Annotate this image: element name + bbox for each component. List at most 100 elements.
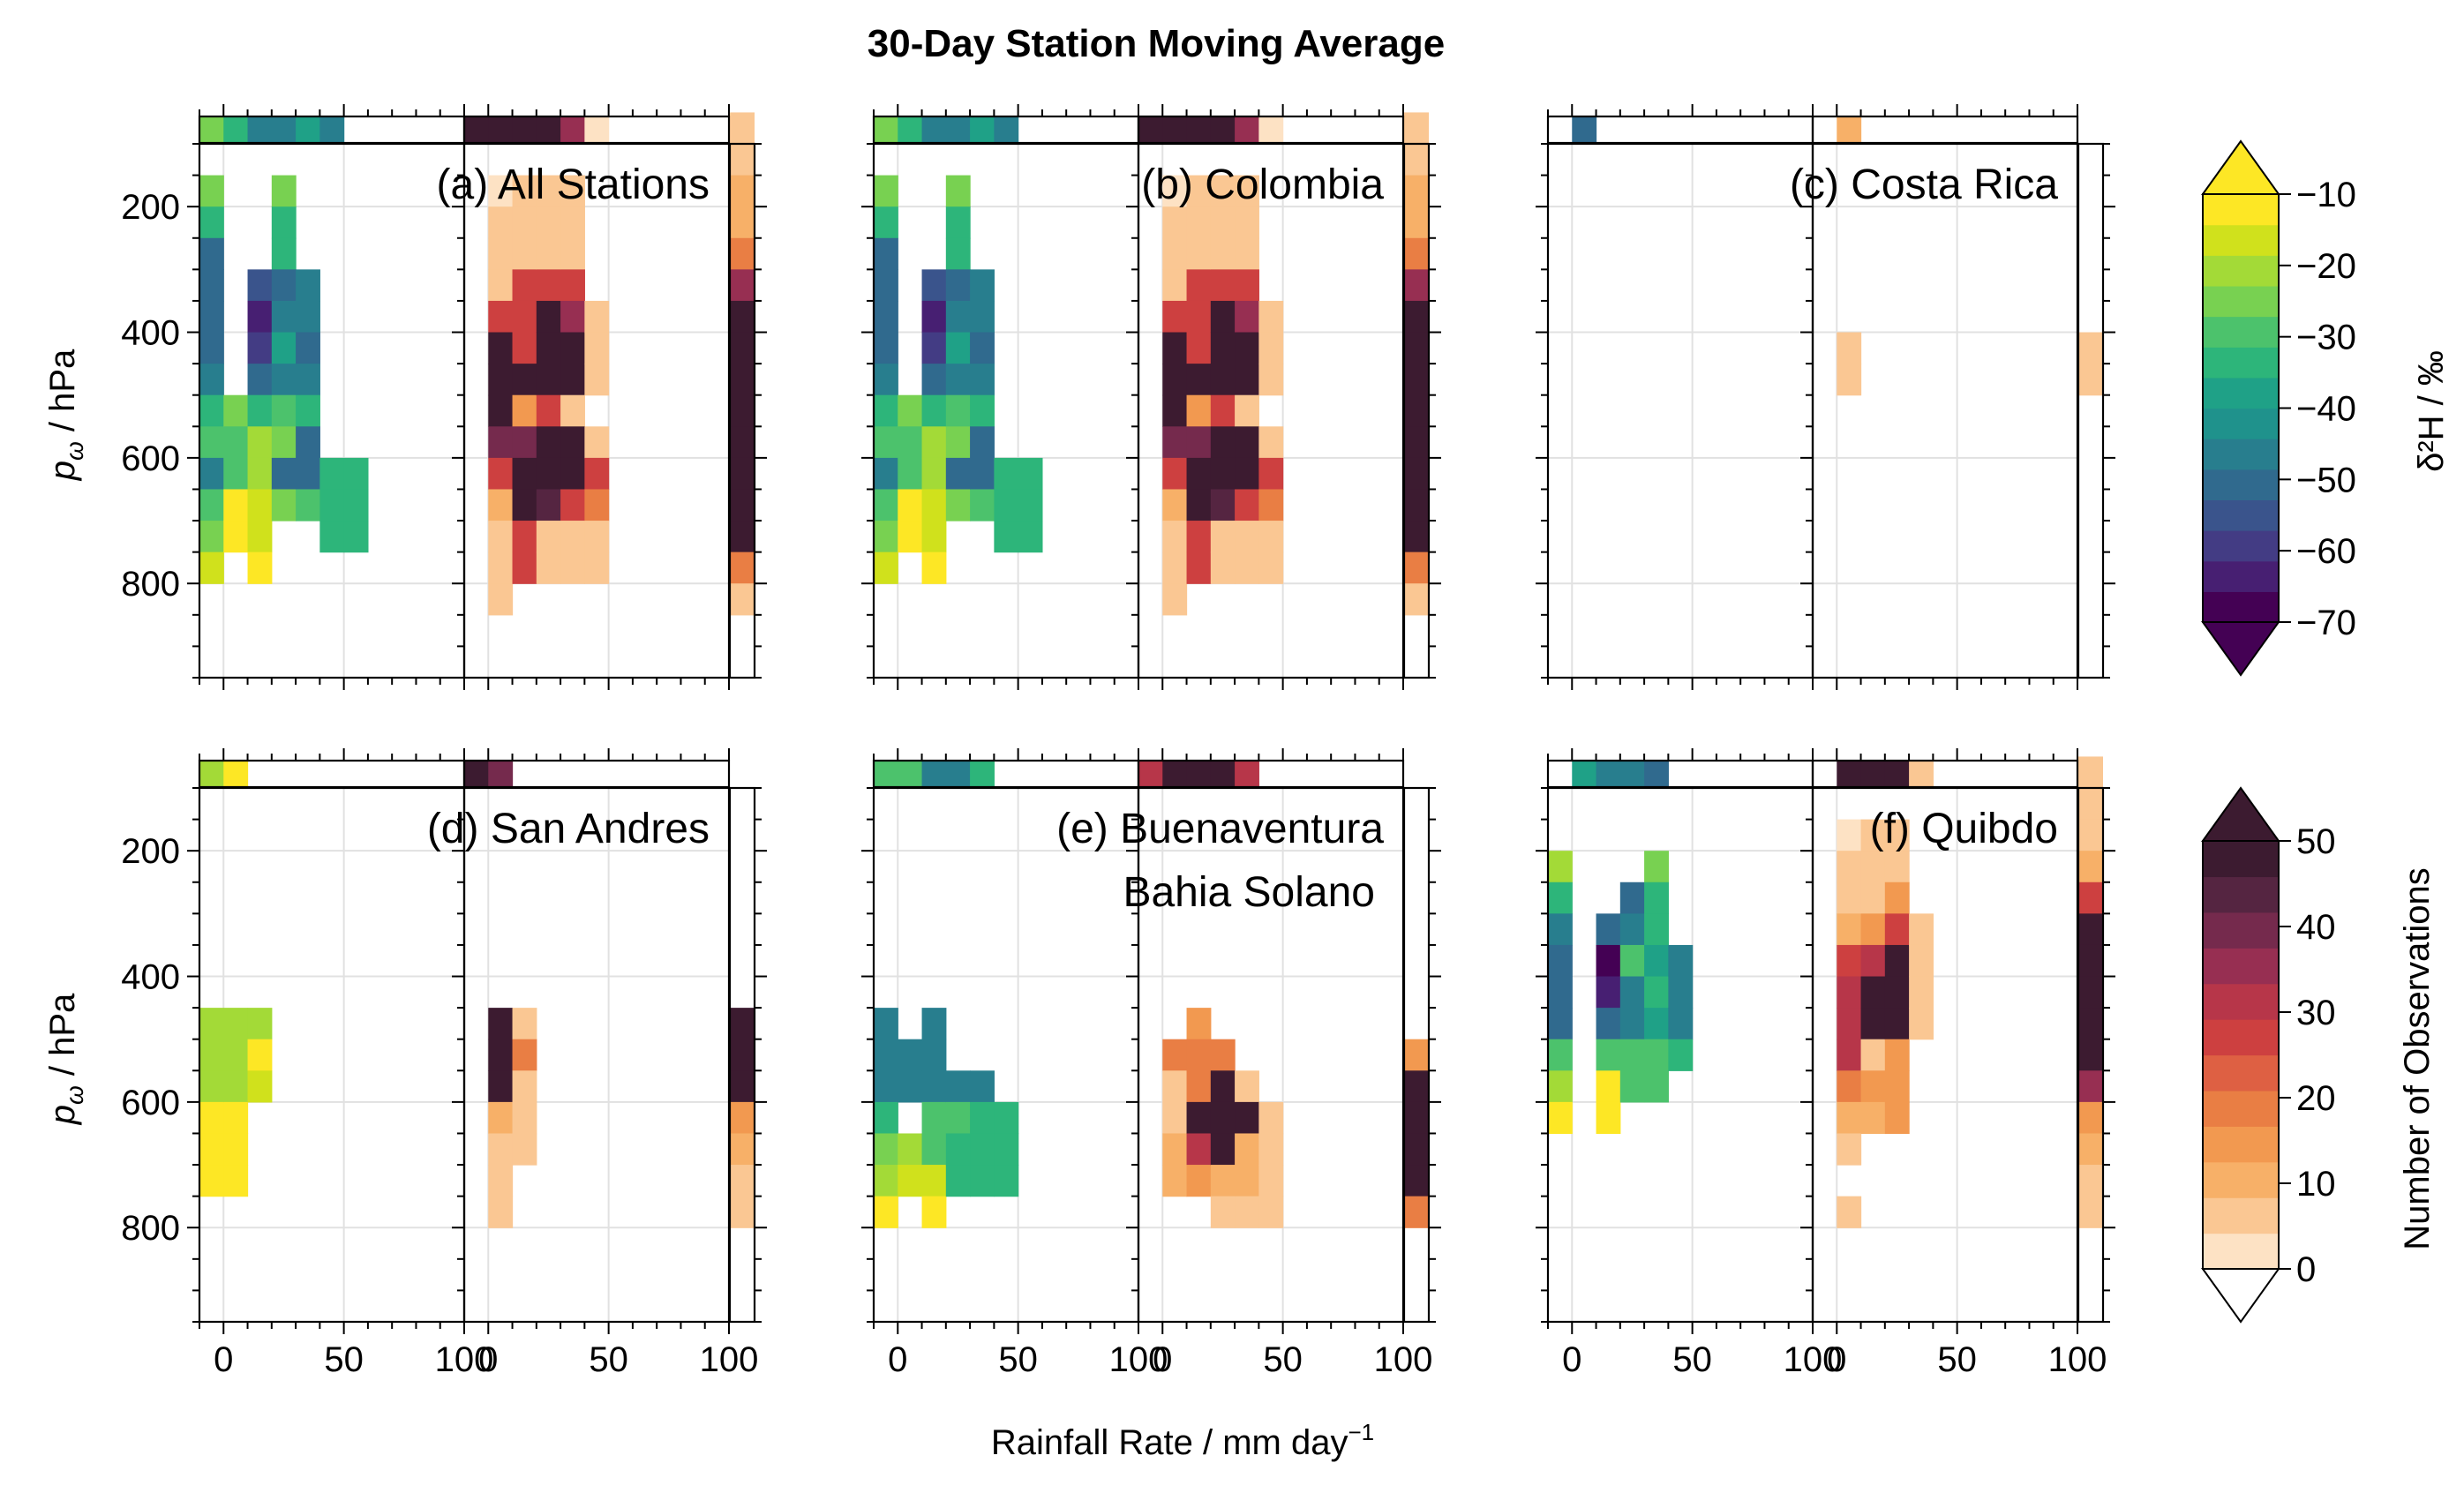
panel-f-pressure-marginal-cell [2078,976,2103,1009]
x-axis-label-main: Rainfall Rate / mm day [991,1423,1348,1462]
panel-d-count-cell [512,1133,537,1166]
panel-b-count-cell [1258,364,1284,396]
panel-d-pressure-marginal-cell [730,1039,755,1071]
panel-a-ytick-label: 600 [121,439,180,478]
panel-b-isotope-cell [994,521,1019,553]
panel-a-isotope-cell [199,394,224,427]
heatmap-cells [199,112,2103,1228]
panel-a-count-cell [560,457,585,491]
panel-b-isotope-cell [945,394,971,427]
panel-f-isotope-cell [1548,882,1573,914]
panel-a-isotope-cell [223,426,249,459]
colorbar-count-tick-label: 10 [2296,1165,2336,1204]
panel-b-isotope-cell [874,521,898,553]
panel-f-pressure-marginal-cell [2078,1101,2103,1135]
panel-e-pressure-marginal-cell [1404,1165,1429,1197]
panel-b-count-cell [1210,394,1236,427]
panel-b-isotope-marginal-cell [921,116,947,143]
panel-e-pressure-marginal-cell [1404,1039,1429,1071]
panel-f-isotope-cell [1619,1008,1645,1040]
panel-b-count-marginal-cell [1186,116,1212,143]
panel-e-count-cell [1210,1165,1236,1197]
panel-f-count-cell [1884,819,1910,852]
panel-b-isotope-marginal-cell [970,116,995,143]
panel-a-pressure-marginal-cell [730,144,755,176]
panel-b-isotope-cell [945,237,971,270]
panel-d-ytick-label: 800 [121,1209,180,1248]
panel-a-count-cell [488,551,514,584]
panel-e-isotope-marginal-cell [874,761,898,787]
x-axis-label-sup: −1 [1348,1419,1374,1445]
panel-e-count-cell [1186,1008,1212,1040]
panel-a-count-cell [560,521,585,553]
panel-d-pressure-marginal-cell [730,1101,755,1135]
panel-b-isotope-cell [945,426,971,459]
panel-a-count-marginal-cell [560,116,585,143]
panel-b-isotope-cell [970,332,995,364]
panel-c-pressure-marginal-cell [2078,364,2103,396]
panel-d-count-cell [488,1101,514,1135]
panel-a-isotope-cell [247,269,273,302]
panel-b-count-cell [1186,364,1212,396]
panel-f-count-marginal-cell [1909,761,1934,787]
panel-titles: (a) All Stations (b) Colombia (c) Costa Ri… [427,161,2058,916]
panel-f-isotope-cell [1644,944,1669,978]
colorbar-isotope-tick-label: −60 [2296,532,2356,571]
panel-b-count-cell [1235,551,1259,584]
panel-e-isotope-cell [921,1196,947,1228]
colorbar-isotope-tick-label: −10 [2296,176,2356,214]
panel-f-isotope-cell [1548,1008,1573,1040]
panel-a-isotope-marginal-cell [199,116,224,143]
panel-b-count-cell [1186,551,1212,584]
panel-b-count-cell [1162,521,1188,553]
panel-e-count-cell [1258,1133,1284,1166]
panel-f-isotope-cell [1668,1008,1694,1040]
panel-a-count-marginal-cell [512,116,537,143]
panel-e-isotope-cell [921,1039,947,1071]
panel-d-isotope-cell [223,1165,249,1197]
panel-a-pressure-marginal-cell [730,426,755,459]
panel-b-isotope-cell [970,426,995,459]
panel-f-isotope-cell [1596,944,1621,978]
panel-a-count-cell [584,521,610,553]
colorbar-count-segment [2203,1054,2279,1092]
panel-f-isotope-cell [1548,1039,1573,1071]
panel-f-isotope-cell [1619,882,1645,914]
panel-b-isotope-cell [898,426,923,459]
panel-f-count-cell [1884,1039,1910,1071]
panel-b-isotope-cell [970,489,995,521]
panel-e-count-cell [1210,1101,1236,1135]
panel-d-count-cell [488,1196,514,1228]
panel-a-count-cell [584,426,610,459]
panel-b-isotope-cell [874,300,898,334]
panel-a-isotope-cell [271,489,297,521]
panel-f-pressure-marginal-cell [2078,913,2103,946]
panel-a-isotope-cell [343,521,369,553]
panel-f-count-cell [1884,1070,1910,1103]
panel-e-pressure-marginal-cell [1404,1070,1429,1103]
x-axis-label: Rainfall Rate / mm day−1 [991,1419,1374,1462]
panel-f-pressure-marginal-cell [2078,1070,2103,1103]
panel-b-count-cell [1162,583,1188,616]
panel-b-count-cell [1162,175,1188,207]
panel-f-count-cell [1837,944,1862,978]
colorbar-isotope-segment [2203,530,2279,562]
colorbar-isotope-segment [2203,316,2279,348]
panel-b-isotope-cell [921,426,947,459]
panel-d-count-marginal-cell [488,761,514,787]
panel-e-isotope-cell [921,1101,947,1135]
panel-b-isotope-cell [874,332,898,364]
panel-b-isotope-cell [970,394,995,427]
panel-a-count-cell [536,175,561,207]
colorbar-count-segment [2203,1161,2279,1198]
panel-f-count-cell [1860,882,1886,914]
panel-e-isotope-cell [994,1165,1019,1197]
panel-e-isotope-cell [994,1133,1019,1166]
y-axis-label-top: pω / hPa [43,349,88,481]
panel-f-count-cell [1884,882,1910,914]
panel-c-pressure-marginal-cell [2078,332,2103,364]
panel-e-count-cell [1210,1070,1236,1103]
panel-a-count-cell [512,489,537,521]
panel-b-count-cell [1186,206,1212,239]
panel-a-count-cell [512,269,537,302]
